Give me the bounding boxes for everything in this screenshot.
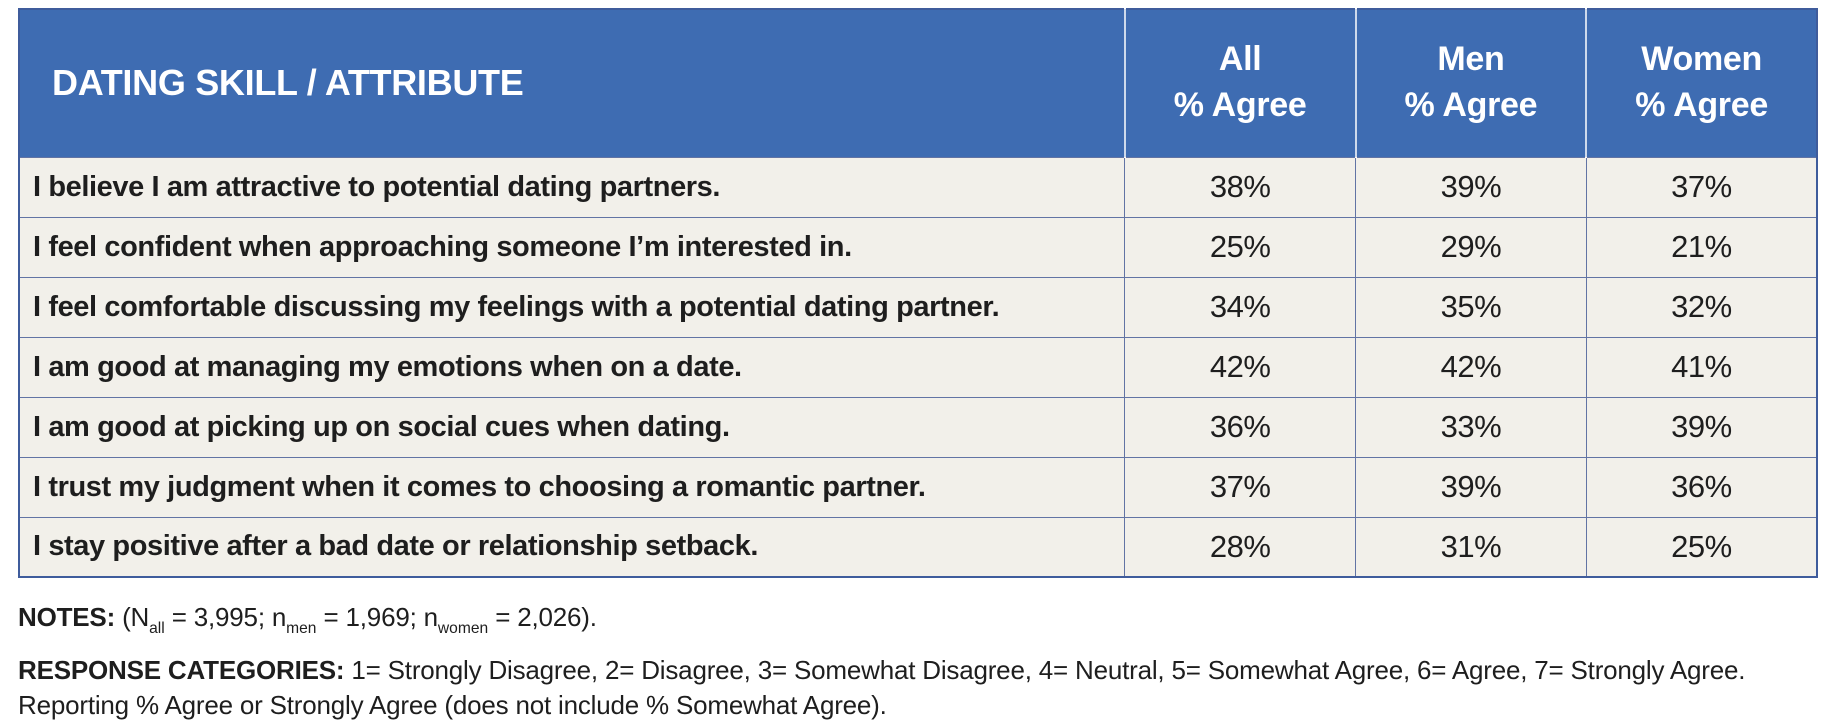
- value-cell-women: 39%: [1585, 396, 1818, 458]
- notes-part-2: = 3,995; n: [171, 602, 287, 632]
- column-header-men-group: Men: [1437, 40, 1505, 79]
- value-cell-women: 36%: [1585, 456, 1818, 518]
- notes-subscript-all: all: [149, 619, 165, 637]
- footnotes: NOTES: (Nall = 3,995; nmen = 1,969; nwom…: [18, 600, 1818, 723]
- value-cell-all: 25%: [1124, 216, 1357, 278]
- value-cell-all: 42%: [1124, 336, 1357, 398]
- table-row: I stay positive after a bad date or rela…: [18, 516, 1818, 578]
- statement-cell: I feel confident when approaching someon…: [18, 216, 1126, 278]
- column-header-all-measure: % Agree: [1173, 86, 1307, 125]
- column-header-women: Women % Agree: [1586, 9, 1817, 157]
- table-row: I believe I am attractive to potential d…: [18, 156, 1818, 218]
- statement-cell: I feel comfortable discussing my feeling…: [18, 276, 1126, 338]
- notes-subscript-women: women: [437, 619, 489, 637]
- column-header-women-measure: % Agree: [1635, 86, 1768, 125]
- value-cell-all: 34%: [1124, 276, 1357, 338]
- column-header-all-group: All: [1218, 40, 1262, 79]
- sample-size-note: NOTES: (Nall = 3,995; nmen = 1,969; nwom…: [18, 600, 1818, 637]
- dating-skill-table: DATING SKILL / ATTRIBUTE All % Agree Men…: [18, 8, 1818, 578]
- response-categories-line-1: RESPONSE CATEGORIES: 1= Strongly Disagre…: [18, 653, 1818, 688]
- value-cell-all: 28%: [1124, 516, 1357, 578]
- value-cell-women: 21%: [1585, 216, 1818, 278]
- value-cell-men: 42%: [1355, 336, 1587, 398]
- value-cell-men: 29%: [1355, 216, 1587, 278]
- statement-cell: I stay positive after a bad date or rela…: [18, 516, 1126, 578]
- response-categories-label: RESPONSE CATEGORIES:: [18, 655, 345, 686]
- value-cell-men: 33%: [1355, 396, 1587, 458]
- notes-part-4: = 2,026).: [495, 602, 597, 632]
- column-header-women-group: Women: [1641, 40, 1762, 79]
- table-body: I believe I am attractive to potential d…: [18, 156, 1818, 578]
- column-header-men-measure: % Agree: [1404, 86, 1538, 125]
- table-header: DATING SKILL / ATTRIBUTE All % Agree Men…: [19, 9, 1817, 157]
- value-cell-women: 41%: [1585, 336, 1818, 398]
- value-cell-women: 37%: [1585, 156, 1818, 218]
- statement-cell: I am good at managing my emotions when o…: [18, 336, 1126, 398]
- value-cell-women: 25%: [1585, 516, 1818, 578]
- value-cell-all: 37%: [1124, 456, 1357, 518]
- notes-part-1: (N: [122, 602, 150, 632]
- column-header-men: Men % Agree: [1355, 9, 1588, 157]
- value-cell-men: 31%: [1355, 516, 1587, 578]
- column-header-all: All % Agree: [1124, 9, 1357, 157]
- statement-cell: I believe I am attractive to potential d…: [18, 156, 1126, 218]
- statement-cell: I trust my judgment when it comes to cho…: [18, 456, 1126, 518]
- notes-label: NOTES:: [18, 602, 116, 632]
- statement-cell: I am good at picking up on social cues w…: [18, 396, 1126, 458]
- table-row: I feel confident when approaching someon…: [18, 216, 1818, 278]
- table-row: I am good at managing my emotions when o…: [18, 336, 1818, 398]
- notes-subscript-men: men: [286, 619, 317, 637]
- value-cell-men: 39%: [1355, 156, 1587, 218]
- response-categories-line-2: Reporting % Agree or Strongly Agree (doe…: [18, 690, 887, 721]
- value-cell-women: 32%: [1585, 276, 1818, 338]
- header-row: DATING SKILL / ATTRIBUTE All % Agree Men…: [19, 9, 1817, 157]
- value-cell-men: 39%: [1355, 456, 1587, 518]
- table-row: I am good at picking up on social cues w…: [18, 396, 1818, 458]
- table-row: I feel comfortable discussing my feeling…: [18, 276, 1818, 338]
- notes-part-3: = 1,969; n: [323, 602, 439, 632]
- response-categories-note: RESPONSE CATEGORIES: 1= Strongly Disagre…: [18, 653, 1818, 723]
- column-header-skill: DATING SKILL / ATTRIBUTE: [19, 9, 1126, 157]
- value-cell-all: 38%: [1124, 156, 1357, 218]
- value-cell-men: 35%: [1355, 276, 1587, 338]
- table-row: I trust my judgment when it comes to cho…: [18, 456, 1818, 518]
- response-categories-text: 1= Strongly Disagree, 2= Disagree, 3= So…: [351, 655, 1746, 686]
- value-cell-all: 36%: [1124, 396, 1357, 458]
